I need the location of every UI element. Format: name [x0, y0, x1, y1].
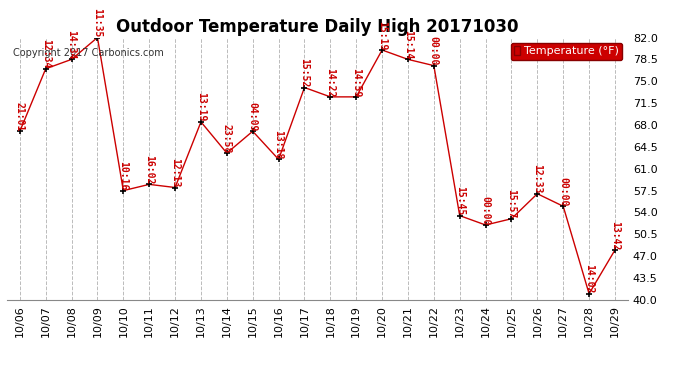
Text: Copyright 2017 Carbonics.com: Copyright 2017 Carbonics.com [13, 48, 164, 58]
Text: 10:16: 10:16 [119, 161, 128, 190]
Text: 15:14: 15:14 [403, 30, 413, 59]
Text: 13:42: 13:42 [610, 220, 620, 250]
Text: 12:13: 12:13 [170, 158, 180, 188]
Text: 11:35: 11:35 [92, 8, 102, 38]
Text: 14:02: 14:02 [584, 264, 594, 294]
Text: 13:18: 13:18 [274, 130, 284, 159]
Text: 23:58: 23:58 [222, 124, 232, 153]
Title: Outdoor Temperature Daily High 20171030: Outdoor Temperature Daily High 20171030 [116, 18, 519, 36]
Text: 15:19: 15:19 [377, 21, 387, 50]
Text: 00:00: 00:00 [429, 36, 439, 66]
Text: 14:22: 14:22 [326, 68, 335, 97]
Text: 04:09: 04:09 [248, 102, 257, 131]
Text: 14:59: 14:59 [351, 68, 361, 97]
Text: 15:57: 15:57 [506, 189, 516, 219]
Text: 15:52: 15:52 [299, 58, 309, 87]
Text: 00:00: 00:00 [558, 177, 568, 206]
Text: 16:02: 16:02 [144, 155, 154, 184]
Text: 14:34: 14:34 [67, 30, 77, 59]
Text: 12:33: 12:33 [533, 164, 542, 194]
Text: 15:45: 15:45 [455, 186, 464, 216]
Text: 00:00: 00:00 [481, 196, 491, 225]
Legend: Temperature (°F): Temperature (°F) [511, 43, 622, 60]
Text: 13:19: 13:19 [196, 93, 206, 122]
Text: 21:01: 21:01 [15, 102, 25, 131]
Text: 12:34: 12:34 [41, 39, 50, 69]
